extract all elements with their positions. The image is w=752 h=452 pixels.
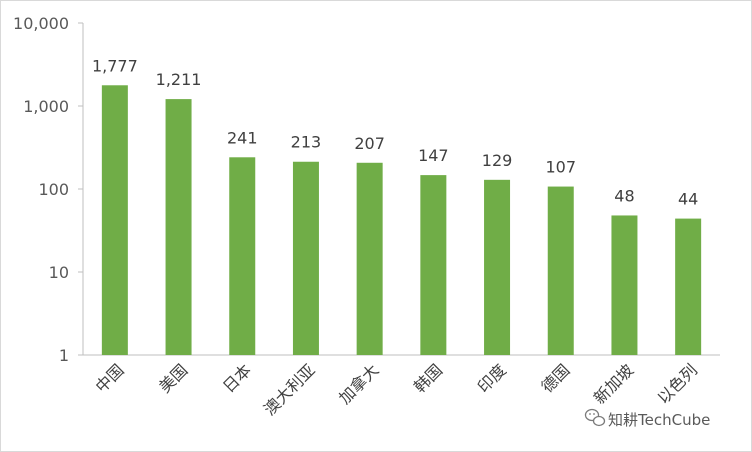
category-label: 日本 <box>219 360 255 396</box>
watermark: 知耕TechCube <box>584 408 710 429</box>
y-tick-label: 100 <box>38 180 69 199</box>
bar <box>547 186 574 355</box>
data-label: 1,211 <box>156 70 202 89</box>
category-label: 美国 <box>155 360 191 396</box>
category-label: 韩国 <box>410 360 446 396</box>
data-label: 1,777 <box>92 56 138 75</box>
data-label: 44 <box>678 190 698 209</box>
y-tick-label: 1 <box>59 346 69 365</box>
y-tick-label: 10,000 <box>13 14 69 33</box>
data-label: 241 <box>227 128 258 147</box>
bar <box>356 162 383 355</box>
category-label: 以色列 <box>654 360 701 407</box>
data-label: 48 <box>614 186 634 205</box>
bar <box>165 99 192 356</box>
data-label: 107 <box>545 158 576 177</box>
bar <box>420 175 447 355</box>
category-label: 新加坡 <box>590 360 637 407</box>
bar <box>101 85 128 355</box>
category-label: 加拿大 <box>335 360 382 407</box>
wechat-chat-bubble-icon <box>584 408 606 427</box>
data-label: 129 <box>482 151 513 170</box>
y-tick-label: 1,000 <box>23 97 69 116</box>
bar <box>229 157 256 355</box>
bars <box>101 85 702 356</box>
bar <box>611 215 638 355</box>
bar <box>292 161 319 355</box>
bar <box>484 179 511 355</box>
bar <box>675 218 702 355</box>
y-tick-label: 10 <box>49 263 69 282</box>
category-label: 澳大利亚 <box>260 360 319 419</box>
data-label: 207 <box>354 134 385 153</box>
category-label: 印度 <box>474 360 510 396</box>
watermark-text: 知耕TechCube <box>608 411 710 429</box>
data-label: 147 <box>418 146 449 165</box>
data-label: 213 <box>291 133 322 152</box>
category-label: 中国 <box>92 360 128 396</box>
category-label: 德国 <box>538 360 574 396</box>
